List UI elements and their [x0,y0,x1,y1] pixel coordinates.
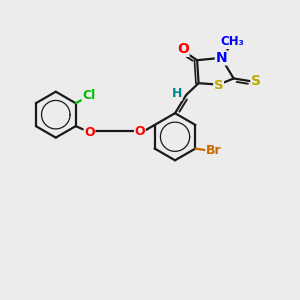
Text: O: O [134,125,145,138]
Text: Cl: Cl [82,89,95,102]
Text: S: S [251,74,261,88]
Text: O: O [84,125,95,139]
Text: S: S [214,79,224,92]
Text: O: O [177,42,189,56]
Text: N: N [215,51,227,65]
Text: Br: Br [206,144,221,158]
Text: CH₃: CH₃ [220,35,244,48]
Text: H: H [172,87,182,100]
